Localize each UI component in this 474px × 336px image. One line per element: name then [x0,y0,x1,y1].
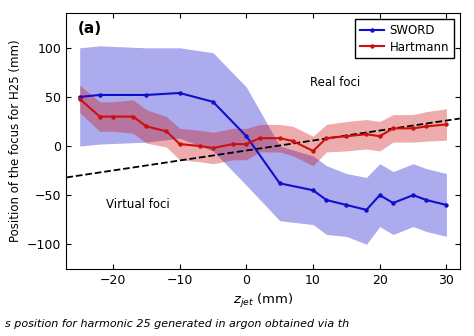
Text: (a): (a) [78,21,102,36]
SWORD [344,203,349,207]
Hartmann [257,136,263,140]
SWORD [410,193,416,197]
Hartmann [310,149,316,153]
Hartmann [97,115,102,119]
SWORD [377,193,383,197]
SWORD [310,188,316,192]
Hartmann [244,142,249,146]
SWORD [424,198,429,202]
Text: Real foci: Real foci [310,76,361,89]
Line: SWORD: SWORD [77,91,449,212]
SWORD [277,181,283,185]
Hartmann [144,124,149,128]
SWORD [244,134,249,138]
Hartmann [110,115,116,119]
Hartmann [230,142,236,146]
Hartmann [344,134,349,138]
X-axis label: $z_{jet}$ (mm): $z_{jet}$ (mm) [233,292,293,310]
Hartmann [290,139,296,143]
Hartmann [324,136,329,140]
SWORD [390,201,396,205]
Line: Hartmann: Hartmann [77,97,449,153]
Legend: SWORD, Hartmann: SWORD, Hartmann [356,19,454,58]
SWORD [210,100,216,104]
SWORD [364,208,369,212]
Hartmann [77,97,82,101]
Hartmann [197,144,202,148]
SWORD [97,93,102,97]
Y-axis label: Position of the focus for H25 (mm): Position of the focus for H25 (mm) [9,40,22,243]
Text: Virtual foci: Virtual foci [106,199,169,211]
SWORD [324,198,329,202]
Hartmann [130,115,136,119]
Hartmann [444,122,449,126]
SWORD [177,91,182,95]
Hartmann [210,146,216,150]
SWORD [444,203,449,207]
Hartmann [164,129,169,133]
Text: s position for harmonic 25 generated in argon obtained via th: s position for harmonic 25 generated in … [5,319,349,329]
Hartmann [377,134,383,138]
Hartmann [424,124,429,128]
Hartmann [364,132,369,136]
SWORD [77,95,82,99]
Hartmann [277,136,283,140]
Hartmann [177,142,182,146]
SWORD [144,93,149,97]
Hartmann [410,126,416,130]
Hartmann [390,126,396,130]
